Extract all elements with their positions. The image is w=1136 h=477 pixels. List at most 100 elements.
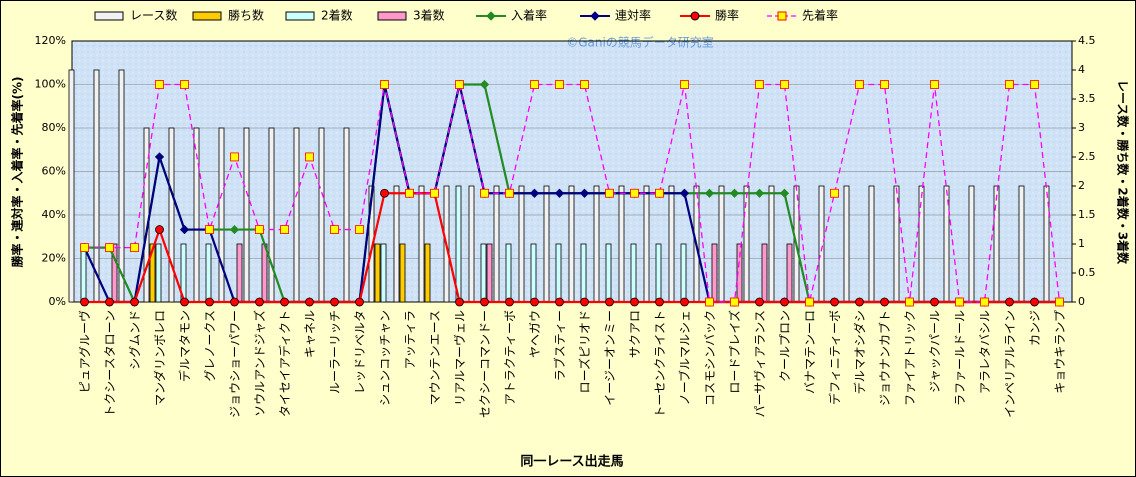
line-marker (980, 297, 989, 307)
line-marker (655, 188, 664, 198)
line-marker (580, 297, 589, 307)
bar (761, 243, 768, 303)
legend-label: 先着率 (802, 8, 838, 23)
y2-axis-title: レース数・勝ち数・2着数・3着数 (1116, 80, 1131, 265)
bar (236, 243, 243, 303)
bar (1018, 185, 1025, 303)
bar (843, 185, 850, 303)
x-tick-label: デルマタモン (177, 310, 192, 382)
line-marker (280, 297, 289, 307)
y2-tick-label: 3 (1078, 121, 1085, 134)
x-tick-label: ロードプレイズ (727, 310, 742, 394)
x-tick-label: レッドリベルタ (353, 310, 367, 394)
line-marker (305, 297, 314, 307)
line-marker (180, 80, 189, 89)
bar (968, 185, 975, 303)
line-marker (480, 297, 489, 307)
y-tick-label: 100% (35, 78, 66, 91)
y2-tick-label: 0 (1078, 295, 1085, 308)
watermark: ©Ganiの競馬データ研究室 (566, 35, 714, 50)
y-axis-title: 勝率・連対率・入着率・先着率(%) (10, 77, 25, 268)
bar (555, 243, 562, 303)
line-marker (779, 188, 790, 198)
line-marker (705, 297, 714, 307)
line (84, 192, 1060, 304)
x-tick-label: アッティラ (403, 310, 417, 369)
legend-marker (777, 11, 787, 21)
legend-marker (590, 11, 600, 21)
bar (80, 243, 87, 303)
x-axis-title: 同一レース出走馬 (520, 454, 623, 470)
line-marker (380, 188, 389, 198)
x-tick-label: ソウルアンドジャズ (252, 310, 267, 417)
line-marker (754, 188, 765, 198)
line-marker (154, 152, 165, 162)
line-marker (130, 243, 139, 253)
line-marker (830, 297, 839, 307)
line-marker (630, 188, 639, 198)
x-tick-label: イージーオンミー (603, 310, 617, 406)
line-marker (205, 297, 214, 307)
line-marker (905, 297, 914, 307)
x-tick-label: ローズピリオド (577, 310, 592, 393)
line-marker (130, 297, 139, 307)
line-marker (1030, 297, 1039, 307)
bar (618, 185, 625, 303)
line-marker (80, 243, 89, 253)
bar (93, 69, 100, 303)
x-tick-label: デフィニティーボ (827, 310, 842, 405)
y2-tick-label: 4.5 (1078, 34, 1096, 47)
x-tick-label: ノーブルマルシェ (677, 310, 692, 405)
bar (393, 185, 400, 303)
legend-label: レース数 (130, 8, 177, 23)
line-marker (1055, 297, 1064, 307)
line-marker (230, 152, 239, 162)
bar (318, 127, 325, 303)
x-tick-label: トクシースタローン (103, 310, 117, 417)
line-marker (1005, 80, 1014, 89)
line-marker (680, 297, 689, 307)
bar (468, 185, 475, 303)
line-marker (355, 225, 364, 234)
y-tick-label: 80% (42, 121, 66, 134)
bar (399, 243, 406, 303)
x-tick-label: キャネル (303, 310, 317, 358)
x-tick-label: アトラクティーボ (503, 310, 517, 405)
bar (293, 127, 300, 303)
line-marker (605, 297, 614, 307)
y2-tick-label: 4 (1078, 63, 1085, 76)
y2-tick-label: 3.5 (1078, 92, 1096, 105)
x-tick-label: タイセイアディクト (277, 310, 292, 417)
line-marker (380, 80, 389, 89)
bar (768, 185, 775, 303)
bar (993, 185, 1000, 303)
legend-marker (690, 11, 700, 21)
line-marker (930, 297, 939, 307)
legend-label: 連対率 (615, 8, 651, 23)
bar (261, 243, 268, 303)
x-tick-label: ファイアトリック (903, 310, 917, 406)
line-marker (180, 297, 189, 307)
legend-label: 勝率 (715, 8, 739, 23)
x-tick-label: シュンコッチャン (378, 310, 392, 406)
bar (380, 243, 387, 303)
line-marker (730, 297, 739, 307)
bar (368, 185, 375, 303)
line-marker (530, 80, 539, 89)
line-marker (679, 188, 690, 198)
x-tick-label: カンジ (1028, 310, 1042, 346)
bar (668, 185, 675, 303)
y2-tick-label: 1 (1078, 237, 1085, 250)
bar (580, 243, 587, 303)
bar (149, 243, 156, 303)
bar (343, 127, 350, 303)
line-marker (455, 297, 464, 307)
line-marker (455, 80, 464, 89)
bar (918, 185, 925, 303)
bar (268, 127, 275, 303)
bar (480, 243, 487, 303)
line-marker (405, 188, 414, 198)
legend-label: 入着率 (511, 8, 547, 23)
line-marker (105, 243, 114, 253)
